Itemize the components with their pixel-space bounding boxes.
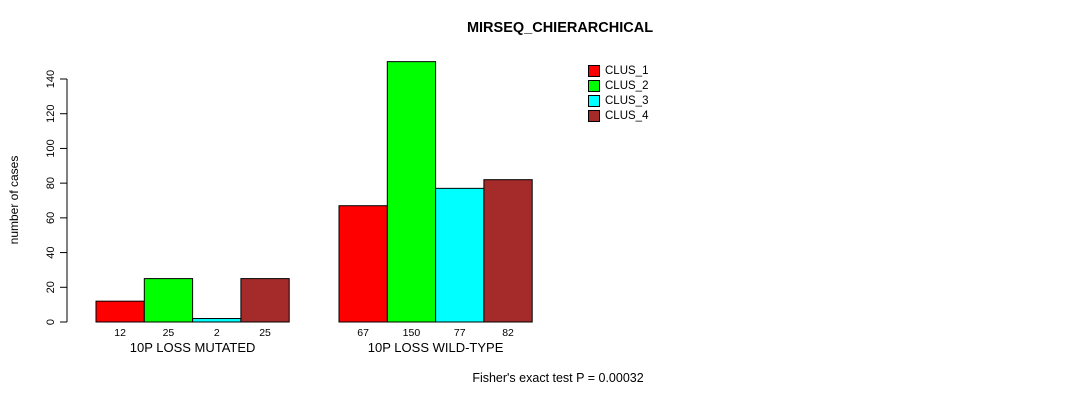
legend-row: CLUS_2	[588, 78, 648, 93]
legend: CLUS_1 CLUS_2 CLUS_3 CLUS_4	[588, 63, 648, 123]
legend-row: CLUS_4	[588, 108, 648, 123]
bar-value-label: 67	[357, 327, 369, 339]
y-axis-tick-label: 20	[45, 281, 57, 293]
y-axis-tick-label: 60	[45, 212, 57, 224]
legend-swatch-clus_4	[588, 109, 600, 122]
bar-value-label: 2	[214, 327, 220, 339]
bar-clus_4-group2	[483, 179, 533, 323]
x-category-label: 10P LOSS WILD-TYPE	[368, 340, 504, 355]
bar-value-label: 82	[502, 327, 514, 339]
y-axis-tick-label: 80	[45, 177, 57, 189]
legend-row: CLUS_1	[588, 63, 648, 78]
bar-value-label: 25	[259, 327, 271, 339]
bar-value-label: 12	[114, 327, 126, 339]
y-axis-tick-label: 140	[45, 70, 57, 88]
bar-value-label: 77	[454, 327, 466, 339]
legend-label: CLUS_3	[605, 94, 649, 107]
bar-clus_4-group1	[240, 278, 290, 323]
annotation-fisher-test: Fisher's exact test P = 0.00032	[472, 371, 644, 385]
legend-label: CLUS_1	[605, 64, 649, 77]
legend-label: CLUS_4	[605, 109, 649, 122]
legend-row: CLUS_3	[588, 93, 648, 108]
chart-title: MIRSEQ_CHIERARCHICAL	[466, 20, 654, 36]
y-axis-tick-label: 100	[45, 139, 57, 157]
y-axis-tick-label: 120	[45, 105, 57, 123]
bar-clus_3-group2	[435, 187, 485, 323]
legend-swatch-clus_1	[588, 64, 600, 77]
bar-value-label: 150	[403, 327, 421, 339]
x-category-label: 10P LOSS MUTATED	[130, 340, 256, 355]
bar-value-label: 25	[163, 327, 175, 339]
bar-clus_2-group1	[143, 278, 194, 323]
bar-clus_1-group2	[338, 205, 388, 323]
bar-clus_3-group1	[192, 318, 242, 323]
legend-label: CLUS_2	[605, 79, 649, 92]
y-axis-tick-label: 0	[45, 319, 57, 325]
bar-clus_1-group1	[95, 300, 145, 323]
bar-clus_2-group2	[386, 61, 437, 323]
legend-swatch-clus_3	[588, 94, 600, 107]
y-axis-tick-label: 40	[45, 246, 57, 258]
legend-swatch-clus_2	[588, 79, 600, 92]
